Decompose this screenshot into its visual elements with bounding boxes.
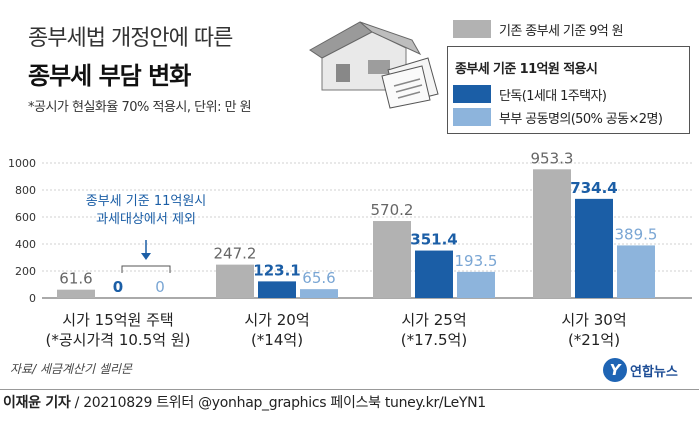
legend-group-box <box>447 46 690 134</box>
bar-joint <box>300 289 338 298</box>
bar-existing <box>57 289 95 298</box>
annotation-text: 과세대상에서 제외 <box>96 212 196 227</box>
bar-existing <box>216 264 254 298</box>
legend-item-joint: 부부 공동명의(50% 공동×2명) <box>453 106 663 128</box>
data-label-joint: 0 <box>155 278 165 296</box>
chart-title-line1: 종부세법 개정안에 따른 <box>28 26 233 51</box>
data-label-single: 351.4 <box>410 231 457 249</box>
footer-credit: 이재윤 기자 / 20210829 트위터 @yonhap_graphics 페… <box>3 392 486 412</box>
data-label-joint: 193.5 <box>455 252 498 270</box>
data-label-existing: 61.6 <box>59 270 92 288</box>
annotation-text: 종부세 기준 11억원시 <box>86 194 207 209</box>
bar-joint <box>617 245 655 298</box>
data-label-single: 0 <box>113 278 123 296</box>
legend-label-single: 단독(1세대 1주택자) <box>499 88 607 104</box>
bar-single <box>258 281 296 298</box>
bar-chart: 0 200 400 600 800 1000 61.6 247.2 570.2 953.3 0 123… <box>8 149 692 349</box>
data-label-existing: 953.3 <box>531 149 574 167</box>
footer-divider <box>0 389 699 390</box>
data-label-joint: 389.5 <box>615 225 658 243</box>
legend-swatch-joint <box>453 108 491 126</box>
y-tick-label: 800 <box>15 184 36 197</box>
legend-item-single: 단독(1세대 1주택자) <box>453 83 607 105</box>
x-category-label: 시가 15억원 주택 <box>62 311 173 329</box>
chart-title-line2: 종부세 부담 변화 <box>28 62 191 90</box>
y-tick-label: 400 <box>15 238 36 251</box>
bar-single <box>415 250 453 298</box>
y-tick-label: 0 <box>29 292 36 305</box>
x-category-label: (*17.5억) <box>401 331 467 349</box>
data-label-joint: 65.6 <box>302 269 335 287</box>
bar-existing <box>533 169 571 298</box>
legend-swatch-single <box>453 85 491 103</box>
bar-single <box>575 198 613 298</box>
x-category-label: (*14억) <box>251 331 303 349</box>
legend-label-existing: 기존 종부세 기준 9억 원 <box>499 23 624 39</box>
x-category-label: 시가 20억 <box>244 311 309 329</box>
footer-author: 이재윤 기자 <box>3 395 71 411</box>
bar-joint <box>457 271 495 298</box>
legend-subhead: 종부세 기준 11억원 적용시 <box>455 62 598 77</box>
data-label-existing: 247.2 <box>214 245 257 263</box>
y-tick-label: 1000 <box>8 157 36 170</box>
x-category-label: (*21억) <box>568 331 620 349</box>
annotation-arrow-head <box>141 253 151 260</box>
source-note: 자료/ 세금계산기 셀리몬 <box>10 362 133 376</box>
data-label-single: 123.1 <box>253 261 300 279</box>
data-label-single: 734.4 <box>570 179 617 197</box>
data-label-existing: 570.2 <box>371 201 414 219</box>
yonhap-logo: Y 연합뉴스 <box>603 358 678 382</box>
legend-item-existing: 기존 종부세 기준 9억 원 <box>453 18 624 40</box>
x-category-label: (*공시가격 10.5억 원) <box>46 331 191 349</box>
legend-swatch-existing <box>453 20 491 38</box>
x-category-label: 시가 30억 <box>561 311 626 329</box>
footer-details: / 20210829 트위터 @yonhap_graphics 페이스북 tun… <box>70 395 487 411</box>
chart-legend: 기존 종부세 기준 9억 원 종부세 기준 11억원 적용시 단독(1세대 1주… <box>447 6 690 134</box>
yonhap-logo-text: 연합뉴스 <box>630 364 678 380</box>
yonhap-logo-icon: Y <box>603 358 627 382</box>
legend-label-joint: 부부 공동명의(50% 공동×2명) <box>499 111 663 127</box>
house-illustration-icon <box>309 21 439 109</box>
unit-note: *공시가 현실화율 70% 적용시, 단위: 만 원 <box>28 100 252 115</box>
y-tick-label: 200 <box>15 265 36 278</box>
annotation-bracket <box>121 265 171 273</box>
x-category-label: 시가 25억 <box>401 311 466 329</box>
bar-existing <box>373 221 411 298</box>
y-tick-label: 600 <box>15 211 36 224</box>
